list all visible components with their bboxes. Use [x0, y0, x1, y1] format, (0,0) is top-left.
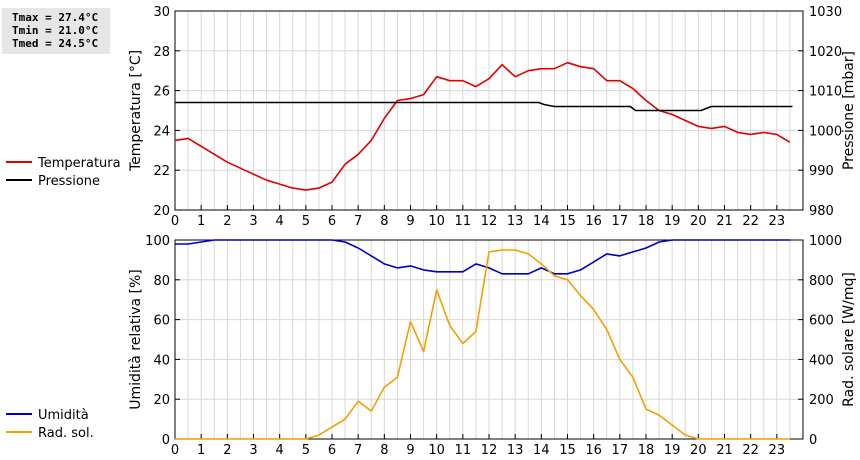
stats-box: Tmax = 27.4°C Tmin = 21.0°C Tmed = 24.5°…: [2, 8, 110, 54]
x-tick-label: 7: [354, 443, 362, 458]
y-left-tick-label: 30: [153, 5, 170, 20]
x-tick-label: 20: [690, 214, 707, 229]
x-tick-label: 17: [612, 214, 629, 229]
legend-label: Temperatura: [37, 156, 121, 171]
y-left-tick-label: 26: [153, 85, 170, 100]
x-tick-label: 12: [481, 214, 498, 229]
y-left-tick-label: 28: [153, 45, 170, 60]
y-left-axis-title: Temperatura [°C]: [128, 50, 144, 172]
x-tick-label: 6: [328, 214, 336, 229]
stat-tmed: Tmed = 24.5°C: [12, 37, 99, 50]
y-right-tick-label: 1000: [809, 124, 842, 139]
x-tick-label: 15: [559, 214, 576, 229]
x-tick-label: 14: [533, 214, 550, 229]
y-left-tick-label: 60: [153, 314, 170, 329]
y-left-tick-label: 0: [162, 433, 170, 448]
stat-tmin: Tmin = 21.0°C: [12, 24, 99, 37]
x-tick-label: 20: [690, 443, 707, 458]
y-right-axis-title: Pressione [mbar]: [841, 51, 857, 170]
x-tick-label: 10: [428, 214, 445, 229]
y-left-tick-label: 20: [153, 204, 170, 219]
y-right-tick-label: 1020: [809, 45, 842, 60]
x-tick-label: 13: [507, 443, 524, 458]
x-tick-label: 1: [197, 443, 205, 458]
x-tick-label: 18: [638, 443, 655, 458]
x-tick-label: 6: [328, 443, 336, 458]
legend-label: Umidità: [38, 408, 89, 423]
x-tick-label: 1: [197, 214, 205, 229]
series-line-umidit: [175, 239, 790, 275]
y-left-tick-label: 40: [153, 353, 170, 368]
x-tick-label: 13: [507, 214, 524, 229]
x-tick-label: 9: [406, 443, 414, 458]
x-tick-label: 23: [769, 443, 786, 458]
x-tick-label: 11: [455, 443, 472, 458]
y-left-tick-label: 80: [153, 274, 170, 289]
y-right-axis-title: Rad. solare [W/mq]: [841, 272, 857, 407]
x-tick-label: 19: [664, 443, 681, 458]
y-right-tick-label: 0: [809, 433, 817, 448]
y-left-axis-title: Umidità relativa [%]: [128, 269, 144, 410]
series-line-pressione: [175, 101, 793, 112]
x-tick-label: 7: [354, 214, 362, 229]
x-tick-label: 10: [428, 443, 445, 458]
x-tick-label: 8: [380, 214, 388, 229]
series-line-temperatura: [174, 61, 791, 191]
y-left-tick-label: 20: [153, 393, 170, 408]
x-tick-label: 4: [276, 214, 284, 229]
x-tick-label: 0: [171, 214, 179, 229]
y-right-tick-label: 600: [809, 314, 834, 329]
x-tick-label: 9: [406, 214, 414, 229]
y-right-tick-label: 200: [809, 393, 834, 408]
x-tick-label: 8: [380, 443, 388, 458]
y-right-tick-label: 980: [809, 204, 834, 219]
x-tick-label: 21: [716, 443, 733, 458]
y-left-tick-label: 22: [153, 164, 170, 179]
x-tick-label: 2: [223, 214, 231, 229]
x-tick-label: 14: [533, 443, 550, 458]
x-tick-label: 2: [223, 443, 231, 458]
x-tick-label: 3: [249, 443, 257, 458]
x-tick-label: 3: [249, 214, 257, 229]
stat-tmax: Tmax = 27.4°C: [12, 11, 99, 24]
legend-label: Pressione: [38, 174, 100, 189]
y-right-tick-label: 1030: [809, 5, 842, 20]
x-tick-label: 19: [664, 214, 681, 229]
x-tick-label: 0: [171, 443, 179, 458]
y-right-tick-label: 400: [809, 353, 834, 368]
y-left-tick-label: 24: [153, 124, 170, 139]
x-tick-label: 21: [716, 214, 733, 229]
x-tick-label: 16: [585, 443, 602, 458]
x-tick-label: 17: [612, 443, 629, 458]
x-tick-label: 16: [585, 214, 602, 229]
x-tick-label: 22: [742, 214, 759, 229]
series-line-rad-sol: [175, 249, 790, 440]
x-tick-label: 18: [638, 214, 655, 229]
y-right-tick-label: 1010: [809, 85, 842, 100]
y-left-tick-label: 100: [145, 234, 170, 249]
x-tick-label: 5: [302, 443, 310, 458]
legend-label: Rad. sol.: [38, 426, 94, 441]
x-tick-label: 5: [302, 214, 310, 229]
x-tick-label: 11: [455, 214, 472, 229]
x-tick-label: 4: [276, 443, 284, 458]
y-right-tick-label: 990: [809, 164, 834, 179]
temperature-pressure-chart: 0 1 2 3 4 5 6 7 8 9 10 11 12 13 14 15 16 17 18 19 20 21 22 2320…: [6, 5, 857, 229]
x-tick-label: 15: [559, 443, 576, 458]
x-tick-label: 23: [769, 214, 786, 229]
x-tick-label: 12: [481, 443, 498, 458]
x-tick-label: 22: [742, 443, 759, 458]
y-right-tick-label: 800: [809, 274, 834, 289]
humidity-solar-chart: 0 1 2 3 4 5 6 7 8 9 10 11 12 13 14 15 16 17 18 19 20 21 22 2302…: [6, 234, 857, 458]
y-right-tick-label: 1000: [809, 234, 842, 249]
